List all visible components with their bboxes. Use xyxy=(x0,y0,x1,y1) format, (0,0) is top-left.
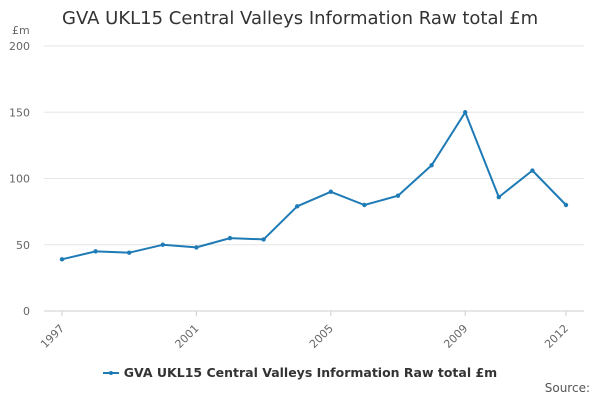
y-tick-label: 50 xyxy=(16,239,30,252)
y-tick-label: 150 xyxy=(9,106,30,119)
y-axis-ticks: 0 50 100 150 200 xyxy=(9,40,30,318)
data-point[interactable] xyxy=(261,237,266,242)
y-tick-label: 100 xyxy=(9,173,30,186)
data-point[interactable] xyxy=(496,194,501,200)
gridlines xyxy=(44,45,584,312)
data-point[interactable] xyxy=(429,163,434,168)
x-tick-label: 2012 xyxy=(542,322,571,351)
data-point[interactable] xyxy=(93,249,98,254)
data-point[interactable] xyxy=(395,193,401,198)
data-point[interactable] xyxy=(463,110,468,115)
data-point[interactable] xyxy=(362,202,367,208)
data-point[interactable] xyxy=(563,202,569,208)
chart-title: GVA UKL15 Central Valleys Information Ra… xyxy=(62,8,539,29)
legend[interactable]: GVA UKL15 Central Valleys Information Ra… xyxy=(0,365,600,380)
x-axis-ticks: 1997 2001 2005 2009 2012 xyxy=(38,311,571,351)
y-tick-label: 0 xyxy=(23,305,30,318)
data-point[interactable] xyxy=(194,245,199,250)
data-point[interactable] xyxy=(127,250,132,255)
data-point[interactable] xyxy=(227,235,233,241)
legend-swatch xyxy=(102,367,119,379)
data-point[interactable] xyxy=(59,257,65,262)
data-point[interactable] xyxy=(295,204,300,209)
legend-label: GVA UKL15 Central Valleys Information Ra… xyxy=(123,365,498,380)
series-line xyxy=(61,111,567,261)
data-point[interactable] xyxy=(530,168,535,173)
data-point[interactable] xyxy=(160,242,165,247)
data-point[interactable] xyxy=(328,189,333,194)
x-tick-label: 2001 xyxy=(173,322,202,351)
x-tick-label: 2009 xyxy=(441,322,470,351)
y-tick-label: 200 xyxy=(9,40,30,53)
x-tick-label: 2005 xyxy=(307,322,336,351)
x-tick-label: 1997 xyxy=(38,322,67,351)
series-layer xyxy=(59,110,569,262)
source-label: Source: xyxy=(544,381,590,395)
y-axis-unit-label: £m xyxy=(12,24,30,37)
